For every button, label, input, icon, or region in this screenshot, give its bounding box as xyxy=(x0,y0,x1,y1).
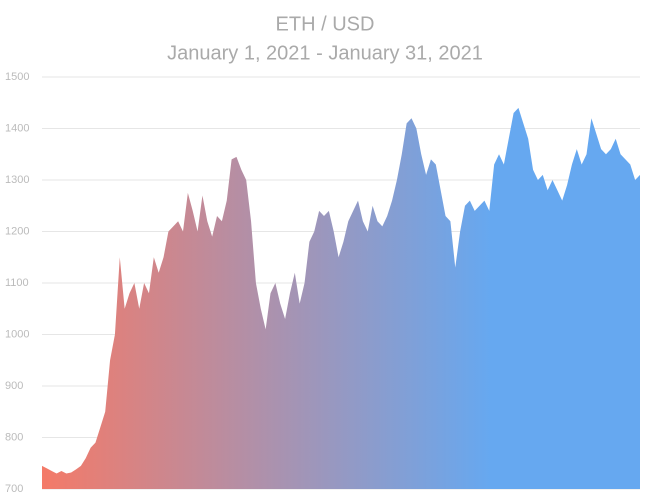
area xyxy=(42,107,640,490)
y-tick-label: 700 xyxy=(5,483,23,495)
y-tick-label: 1200 xyxy=(5,225,29,237)
chart-subtitle: January 1, 2021 - January 31, 2021 xyxy=(167,42,483,64)
y-tick-label: 900 xyxy=(5,380,23,392)
y-tick-label: 1400 xyxy=(5,122,29,134)
chart-title: ETH / USD xyxy=(276,13,375,35)
y-tick-label: 1100 xyxy=(5,277,29,289)
y-tick-label: 1300 xyxy=(5,174,29,186)
y-tick-label: 800 xyxy=(5,431,23,443)
y-tick-label: 1000 xyxy=(5,328,29,340)
y-tick-label: 1500 xyxy=(5,71,29,83)
